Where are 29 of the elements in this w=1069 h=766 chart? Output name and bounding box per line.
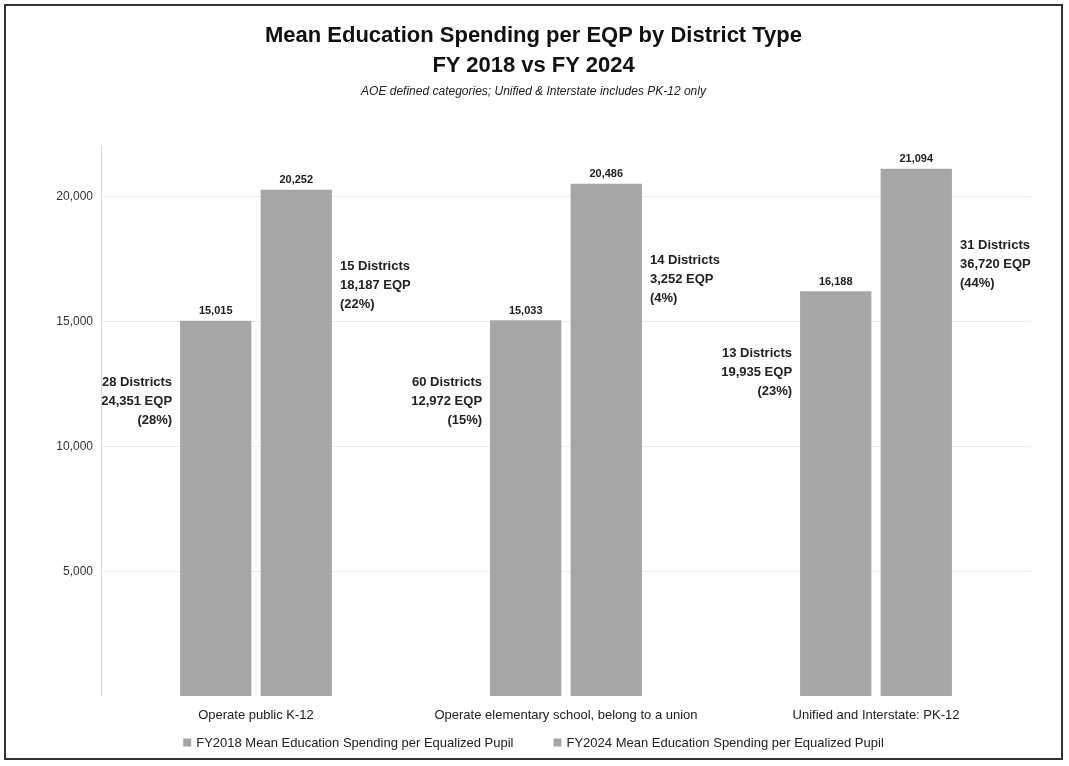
bar (570, 183, 642, 696)
x-tick-label: Operate elementary school, belong to a union (434, 707, 698, 722)
data-label: 21,094 (899, 152, 934, 165)
annotation: 28 Districts 24,351 EQP (28%) (101, 374, 173, 428)
x-tick-label: Unified and Interstate: PK-12 (792, 707, 960, 722)
data-label: 15,015 (198, 304, 233, 317)
y-tick-label: 20,000 (56, 189, 94, 203)
y-tick-label: 15,000 (56, 314, 94, 328)
annotation: 13 Districts 19,935 EQP (23%) (721, 344, 793, 398)
data-label: 20,486 (589, 167, 624, 180)
chart-title: Mean Education Spending per EQP by District Type FY 2018 vs FY 2024 (264, 21, 803, 77)
bar (490, 320, 562, 696)
y-tick-label: 5,000 (62, 564, 94, 578)
annotation: 60 Districts 12,972 EQP (15%) (411, 373, 483, 427)
legend-label: FY2024 Mean Education Spending per Equalized Pupil (566, 735, 884, 750)
bar (180, 320, 252, 696)
x-tick-label: Operate public K-12 (198, 707, 314, 722)
chart-subtitle: AOE defined categories; Unified & Interstate includes PK-12 only (360, 84, 707, 98)
annotation: 31 Districts 36,720 EQP (44%) (959, 237, 1032, 291)
bar (880, 168, 952, 696)
bar (800, 291, 872, 696)
y-tick-label: 10,000 (56, 439, 94, 453)
data-label: 16,188 (818, 274, 853, 287)
annotation: 15 Districts 18,187 EQP (22%) (339, 258, 412, 312)
data-label: 15,033 (508, 303, 543, 316)
legend-label: FY2018 Mean Education Spending per Equalized Pupil (196, 735, 514, 750)
bar (260, 189, 332, 696)
annotation: 14 Districts 3,252 EQP (4%) (649, 252, 721, 306)
data-label: 20,252 (279, 173, 314, 186)
